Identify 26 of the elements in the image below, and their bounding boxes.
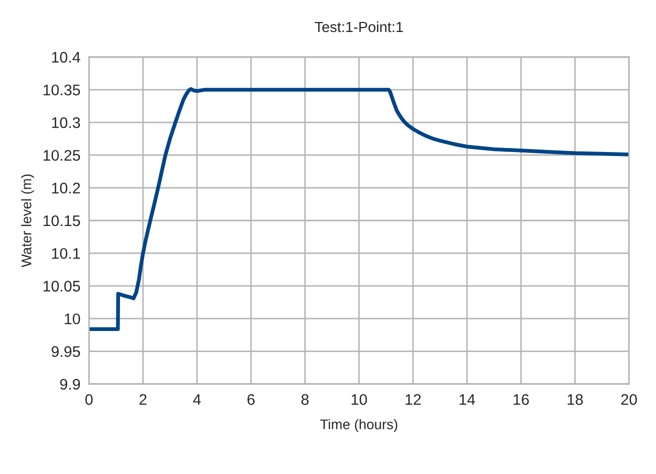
x-tick-label: 18 [568,394,583,405]
y-tick-label: 9.95 [52,346,80,357]
x-tick-label: 6 [248,394,255,405]
x-tick-label: 2 [140,394,146,405]
x-tick-label: 8 [301,394,309,405]
x-tick-label: 20 [621,394,637,405]
line-series [89,87,629,331]
y-tick-label: 10.15 [44,215,80,226]
y-tick-label: 10 [64,313,80,324]
x-tick-label: 10 [352,394,367,405]
x-axis-title: Time (hours) [320,419,398,432]
x-tick-label: 4 [193,394,201,405]
y-tick-label: 10.4 [52,52,80,63]
y-tick-label: 10.25 [44,150,80,161]
x-tick-label: 14 [460,394,476,405]
y-tick-label: 10.3 [52,117,80,128]
y-tick-label: 10.35 [44,84,80,96]
y-tick-label: 10.2 [52,182,80,194]
x-tick-label: 16 [514,394,529,405]
y-tick-label: 10.05 [44,280,80,292]
x-tick-label: 0 [85,394,93,405]
y-tick-label: 10.1 [52,248,80,259]
y-axis-title: Water level (m) [21,174,34,268]
x-tick-label: 12 [406,394,421,405]
y-tick-label: 9.9 [60,378,80,390]
chart-title: Test:1-Point:1 [314,21,403,32]
